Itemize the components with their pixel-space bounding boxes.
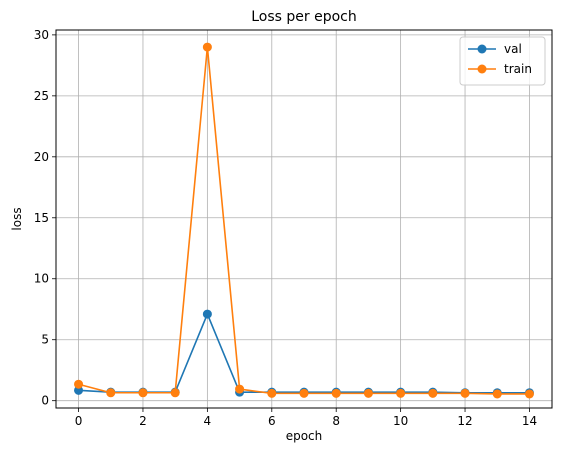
x-axis-label: epoch	[286, 429, 323, 443]
y-tick-label: 30	[34, 28, 49, 42]
data-point-train	[299, 388, 309, 398]
data-point-train	[106, 388, 116, 398]
x-tick-label: 14	[522, 414, 537, 428]
grid	[56, 30, 552, 408]
data-point-train	[170, 388, 180, 398]
y-tick-label: 20	[34, 150, 49, 164]
legend-label-val: val	[504, 42, 522, 56]
y-axis-label: loss	[10, 207, 24, 230]
data-point-val	[202, 309, 212, 319]
x-tick-label: 10	[393, 414, 408, 428]
legend-frame	[459, 36, 546, 86]
chart-title: Loss per epoch	[251, 9, 357, 25]
x-tick-label: 2	[139, 414, 147, 428]
plot-frame	[55, 29, 553, 409]
series-layer	[74, 42, 534, 399]
x-tick-label: 4	[204, 414, 212, 428]
legend-label-train: train	[504, 62, 532, 76]
data-point-train	[267, 388, 277, 398]
legend-marker-train	[477, 64, 487, 74]
data-point-train	[460, 388, 470, 398]
data-point-train	[74, 379, 84, 389]
ticks: 0 2 4 6 8 10 12 14 0 5 10 15 20 25 30	[34, 28, 537, 428]
x-tick-label: 0	[75, 414, 83, 428]
data-point-train	[524, 389, 534, 399]
data-point-train	[428, 388, 438, 398]
y-tick-label: 5	[41, 333, 49, 347]
data-point-train	[202, 42, 212, 52]
data-point-train	[235, 384, 245, 394]
y-tick-label: 15	[34, 211, 49, 225]
x-tick-label: 8	[332, 414, 340, 428]
data-point-train	[492, 389, 502, 399]
y-tick-label: 0	[41, 394, 49, 408]
data-point-train	[363, 388, 373, 398]
y-tick-label: 25	[34, 89, 49, 103]
y-tick-label: 10	[34, 272, 49, 286]
data-point-train	[138, 388, 148, 398]
x-tick-label: 6	[268, 414, 276, 428]
data-point-train	[331, 388, 341, 398]
legend: val train	[459, 36, 546, 86]
legend-marker-val	[477, 44, 487, 54]
data-point-train	[396, 388, 406, 398]
x-tick-label: 12	[457, 414, 472, 428]
